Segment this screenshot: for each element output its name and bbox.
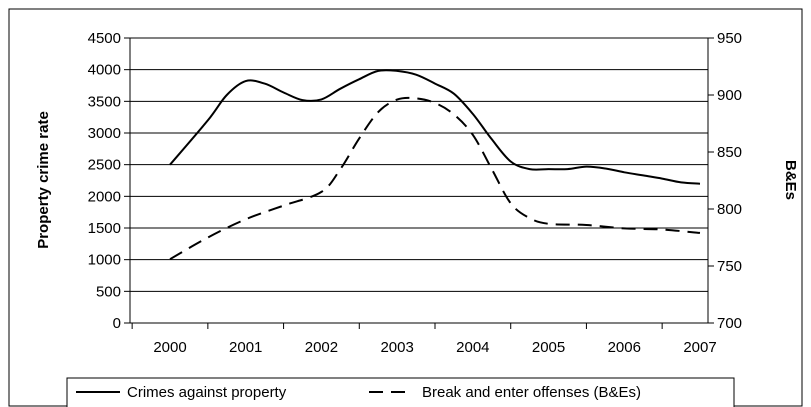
left-tick-label-2000: 2000	[88, 188, 121, 205]
series-line-break-and-enter-offenses-b-es	[169, 96, 701, 261]
legend-label-break-and-enter: Break and enter offenses (B&Es)	[422, 384, 641, 401]
right-tick-label-950: 950	[717, 30, 742, 47]
left-axis-title: Property crime rate	[35, 111, 52, 249]
gridlines	[130, 69, 708, 292]
left-tick-label-3500: 3500	[88, 93, 121, 110]
right-tick-label-900: 900	[717, 87, 742, 104]
right-tick-label-800: 800	[717, 201, 742, 218]
right-tick-label-750: 750	[717, 258, 742, 275]
plot-area	[129, 37, 709, 324]
axes: 0 500 1000 1500 2000 2500 3000 3500 4000 4500 700 7…	[88, 30, 742, 356]
x-tick-label-2001: 2001	[229, 339, 262, 356]
x-tick-label-2005: 2005	[532, 339, 565, 356]
left-tick-label-1000: 1000	[88, 252, 121, 269]
left-tick-label-4500: 4500	[88, 30, 121, 47]
right-tick-label-850: 850	[717, 144, 742, 161]
x-tick-label-2004: 2004	[456, 339, 489, 356]
legend-label-crimes-against-property: Crimes against property	[127, 384, 287, 401]
series-lines	[169, 69, 701, 261]
left-tick-label-4000: 4000	[88, 62, 121, 79]
right-axis-title: B&Es	[782, 160, 799, 200]
left-tick-label-0: 0	[113, 315, 121, 332]
x-tick-label-2003: 2003	[380, 339, 413, 356]
left-tick-label-3000: 3000	[88, 125, 121, 142]
series-line-crimes-against-property	[169, 69, 701, 185]
x-tick-label-2007: 2007	[683, 339, 716, 356]
right-tick-label-700: 700	[717, 315, 742, 332]
legend: Crimes against property Break and enter …	[66, 377, 735, 407]
x-tick-label-2006: 2006	[608, 339, 641, 356]
x-tick-label-2002: 2002	[305, 339, 338, 356]
x-tick-label-2000: 2000	[153, 339, 186, 356]
left-tick-label-2500: 2500	[88, 157, 121, 174]
left-tick-label-1500: 1500	[88, 220, 121, 237]
left-tick-label-500: 500	[96, 283, 121, 300]
